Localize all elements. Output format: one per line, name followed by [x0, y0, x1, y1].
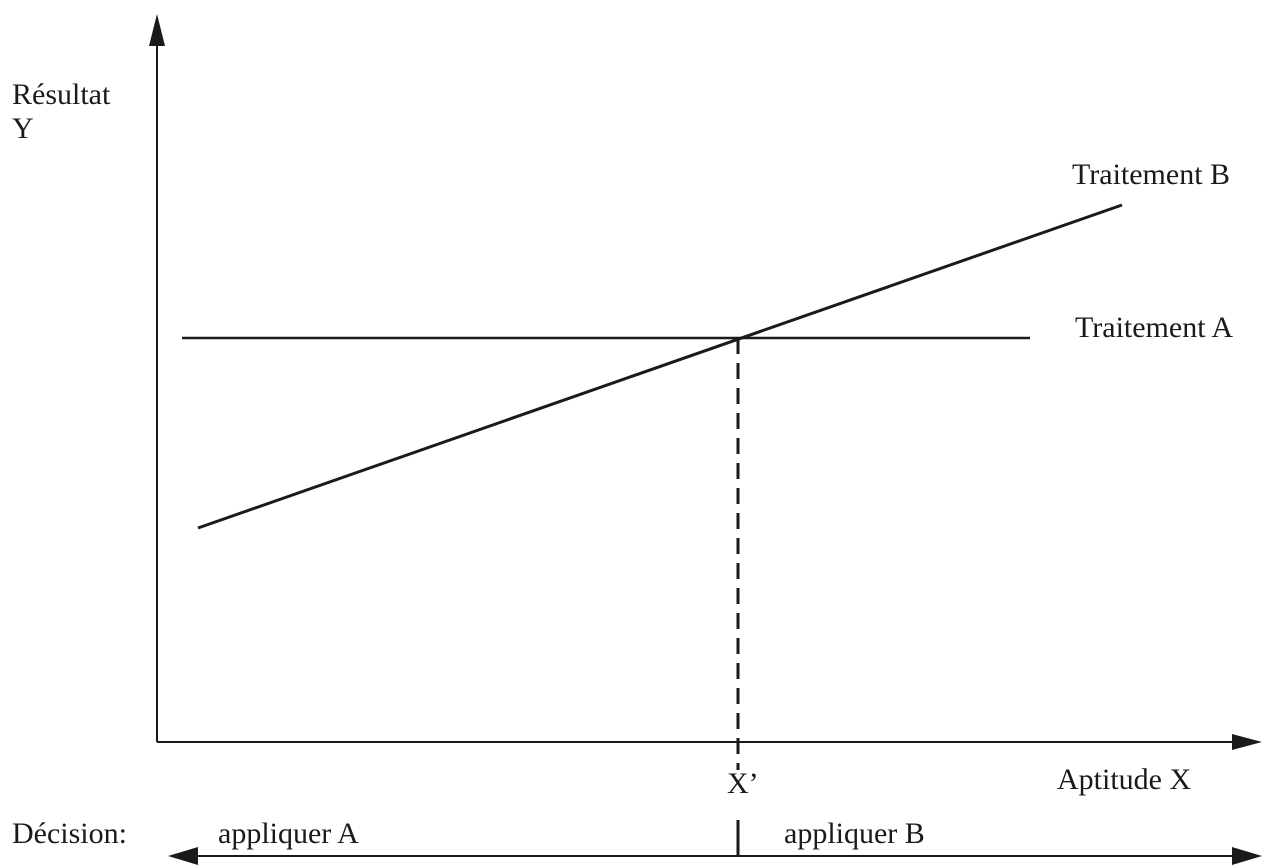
- decision-arrow-left: [168, 847, 198, 865]
- decision-label: Décision:: [12, 817, 127, 850]
- x-axis-label: Aptitude X: [1057, 763, 1192, 796]
- apply-a-label: appliquer A: [218, 817, 359, 850]
- y-axis-label: Résultat Y: [12, 78, 110, 146]
- treatment-a-label: Traitement A: [1075, 311, 1234, 344]
- intersection-label: X’: [727, 767, 759, 800]
- y-axis-label-line1: Résultat: [12, 78, 111, 111]
- apply-b-label: appliquer B: [784, 817, 925, 850]
- y-axis-arrowhead: [149, 14, 165, 46]
- treatment-b-line: [197, 203, 1123, 530]
- x-axis-arrowhead: [1232, 734, 1262, 750]
- decision-arrow-right: [1232, 847, 1262, 865]
- treatment-b-label: Traitement B: [1072, 158, 1231, 191]
- y-axis-label-line2: Y: [12, 112, 34, 145]
